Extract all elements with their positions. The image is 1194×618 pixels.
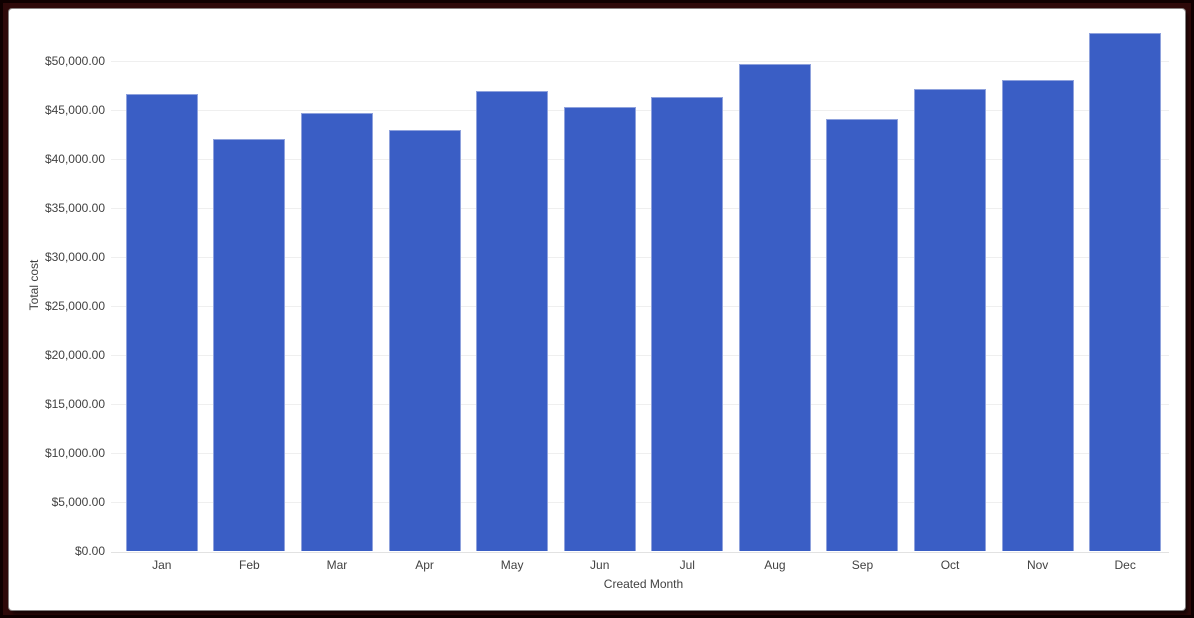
bar-nov[interactable] [1001,79,1074,552]
x-axis-title: Created Month [603,577,684,591]
plot-area: $0.00 $5,000.00 $10,000.00 $15,000.00 $20,00… [9,9,1185,610]
gridline [111,61,1169,62]
y-axis-tick-label: $25,000.00 [44,298,105,313]
bar-dec[interactable] [1089,32,1162,552]
gridline [111,306,1169,308]
gridline [111,453,1169,455]
bar-may[interactable] [476,91,549,552]
gridline [111,257,1169,259]
x-axis-baseline [111,551,1169,553]
x-axis-tick-label: Feb [239,558,260,572]
bar-mar[interactable] [300,112,373,552]
gridline [111,502,1169,504]
bar-jun[interactable] [563,107,636,552]
bar-jul[interactable] [651,97,724,552]
x-axis-tick-label: Jan [152,558,172,572]
bar-apr[interactable] [388,129,461,552]
x-axis-tick-label: Aug [764,558,786,572]
y-axis-tick-label: $10,000.00 [44,445,105,460]
bar-jan[interactable] [125,94,198,552]
bar-oct[interactable] [914,89,987,552]
x-axis-tick-label: Apr [415,558,434,572]
y-axis-tick-label: $45,000.00 [44,102,105,117]
y-axis-tick-label: $15,000.00 [44,396,105,411]
gridline [111,159,1169,161]
x-axis-tick-label: Jun [590,558,610,572]
chart-card: Total cost $0.00 $5,000.00 $10,000.00 $15,0… [9,9,1185,610]
x-axis-tick-label: Mar [326,558,348,572]
y-axis-tick-label: $20,000.00 [44,347,105,362]
bar-aug[interactable] [738,63,811,552]
gridline [111,404,1169,406]
y-axis-tick-label: $40,000.00 [44,151,105,166]
bar-sep[interactable] [826,118,899,552]
y-axis-tick-label: $30,000.00 [44,249,105,264]
x-axis-tick-label: May [500,558,524,572]
x-axis-tick-label: Sep [851,558,874,572]
bar-feb[interactable] [213,139,286,552]
x-axis-tick-label: Nov [1026,558,1049,572]
gridline [111,208,1169,210]
y-axis-tick-label: $0.00 [74,544,105,558]
gridline [111,355,1169,357]
y-axis-tick-label: $35,000.00 [44,200,105,215]
y-axis-tick-label: $5,000.00 [51,494,105,509]
y-axis-tick-label: $50,000.00 [44,53,105,68]
x-axis-tick-label: Dec [1114,558,1136,572]
x-axis-tick-label: Oct [940,558,960,572]
x-axis-tick-label: Jul [679,558,695,572]
gridline [111,110,1169,112]
